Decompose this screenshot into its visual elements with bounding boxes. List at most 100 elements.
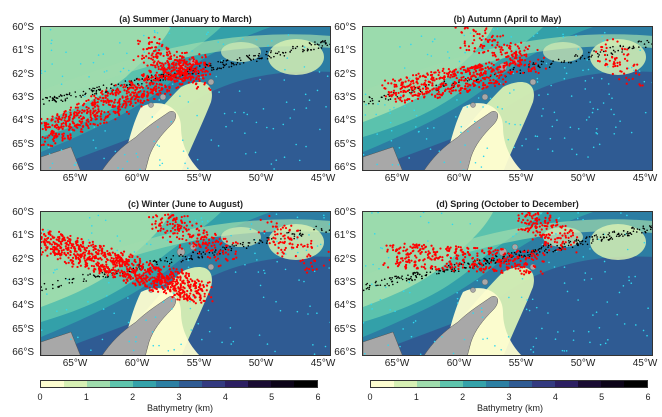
observation-point bbox=[121, 105, 124, 108]
observation-point bbox=[69, 253, 72, 257]
lat-label: 60°S bbox=[334, 22, 356, 33]
observation-point bbox=[200, 217, 203, 219]
observation-point bbox=[142, 61, 146, 64]
observation-point bbox=[208, 251, 211, 254]
observation-point bbox=[290, 224, 293, 227]
observation-point bbox=[516, 263, 520, 266]
observation-point bbox=[216, 253, 219, 256]
observation-point bbox=[100, 252, 103, 255]
observation-point bbox=[122, 271, 125, 274]
observation-point bbox=[468, 253, 472, 256]
observation-point bbox=[510, 252, 513, 254]
observation-point bbox=[414, 246, 417, 249]
observation-point bbox=[113, 252, 117, 255]
observation-point bbox=[103, 100, 106, 103]
observation-point bbox=[187, 259, 190, 261]
observation-point bbox=[577, 212, 579, 214]
observation-point bbox=[519, 52, 522, 56]
observation-point bbox=[196, 158, 199, 161]
observation-point bbox=[222, 43, 225, 45]
observation-point bbox=[97, 258, 100, 261]
observation-point bbox=[99, 257, 102, 260]
observation-point bbox=[46, 246, 49, 249]
observation-point bbox=[485, 62, 488, 65]
observation-point bbox=[95, 256, 98, 260]
lon-label: 50°W bbox=[248, 358, 274, 369]
observation-point bbox=[150, 79, 153, 82]
observation-point bbox=[53, 124, 57, 128]
observation-point bbox=[188, 242, 191, 245]
observation-point bbox=[99, 113, 103, 116]
observation-point bbox=[258, 239, 261, 241]
observation-point bbox=[480, 166, 483, 168]
observation-point bbox=[153, 36, 156, 39]
observation-point bbox=[463, 42, 466, 45]
observation-point bbox=[45, 122, 48, 125]
observation-point bbox=[595, 132, 597, 134]
observation-point bbox=[596, 52, 599, 55]
observation-point bbox=[623, 323, 626, 325]
observation-point bbox=[204, 53, 207, 57]
observation-point bbox=[128, 103, 132, 106]
lon-label: 60°W bbox=[446, 358, 472, 369]
observation-point bbox=[159, 272, 162, 275]
observation-point bbox=[520, 296, 523, 299]
observation-point bbox=[557, 58, 560, 61]
observation-point bbox=[523, 49, 526, 52]
observation-point bbox=[570, 62, 572, 64]
observation-point bbox=[492, 69, 495, 72]
observation-point bbox=[417, 92, 420, 95]
observation-point bbox=[371, 212, 373, 214]
observation-point bbox=[144, 271, 147, 274]
observation-point bbox=[499, 35, 502, 38]
observation-point bbox=[204, 241, 207, 244]
observation-point bbox=[152, 344, 155, 347]
observation-point bbox=[567, 236, 570, 240]
observation-point bbox=[126, 95, 129, 98]
observation-point bbox=[125, 110, 129, 113]
observation-point bbox=[313, 228, 315, 231]
observation-point bbox=[293, 108, 296, 111]
observation-point bbox=[319, 243, 322, 246]
observation-point bbox=[172, 66, 176, 69]
observation-point bbox=[396, 276, 399, 278]
observation-point bbox=[191, 279, 194, 282]
observation-point bbox=[139, 283, 142, 286]
observation-point bbox=[102, 254, 105, 257]
observation-point bbox=[248, 242, 251, 244]
observation-point bbox=[205, 246, 208, 249]
observation-point bbox=[47, 123, 50, 126]
observation-point bbox=[474, 161, 477, 164]
observation-point bbox=[582, 256, 585, 258]
observation-point bbox=[133, 79, 136, 82]
observation-point bbox=[54, 120, 57, 123]
observation-point bbox=[44, 96, 47, 99]
observation-point bbox=[124, 275, 127, 278]
observation-point bbox=[125, 92, 128, 95]
observation-point bbox=[130, 84, 133, 87]
observation-point bbox=[67, 261, 70, 264]
observation-point bbox=[284, 246, 287, 250]
observation-point bbox=[100, 91, 103, 94]
observation-point bbox=[448, 260, 452, 263]
observation-point bbox=[140, 95, 143, 98]
observation-point bbox=[458, 60, 461, 63]
observation-point bbox=[154, 283, 157, 287]
observation-point bbox=[525, 308, 528, 311]
observation-point bbox=[41, 246, 43, 250]
observation-point bbox=[169, 77, 173, 80]
observation-point bbox=[71, 261, 74, 264]
observation-point bbox=[426, 53, 429, 56]
observation-point bbox=[532, 345, 535, 348]
observation-point bbox=[612, 62, 615, 66]
lon-label: 60°W bbox=[124, 173, 150, 184]
observation-point bbox=[603, 31, 606, 34]
observation-point bbox=[599, 343, 602, 346]
observation-point bbox=[90, 244, 93, 247]
observation-point bbox=[51, 162, 54, 165]
observation-point bbox=[104, 276, 107, 278]
observation-point bbox=[246, 113, 249, 116]
observation-point bbox=[514, 50, 518, 53]
observation-point bbox=[41, 127, 44, 131]
observation-point bbox=[513, 66, 515, 69]
